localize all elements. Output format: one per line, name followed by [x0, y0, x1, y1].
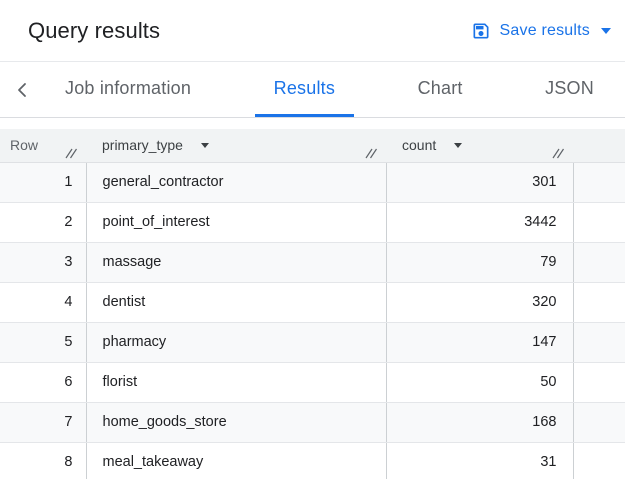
cell-row-number: 7 — [0, 402, 87, 443]
cell-row-number: 5 — [0, 322, 87, 363]
cell-filler — [573, 442, 625, 479]
cell-filler — [573, 202, 625, 243]
titlebar: Query results Save results — [0, 0, 625, 62]
table-row: 8 meal_takeaway 31 — [0, 442, 625, 479]
table-row: 1 general_contractor 301 — [0, 162, 625, 203]
tabs: Job information Results Chart JSON — [46, 62, 613, 117]
tab-results[interactable]: Results — [254, 62, 355, 117]
header-row: Row primary_type — [0, 129, 625, 163]
tab-label: Chart — [417, 77, 463, 98]
cell-row-number: 2 — [0, 202, 87, 243]
scroll-tabs-left-button[interactable] — [0, 62, 46, 117]
tab-label: Job information — [65, 77, 192, 98]
cell-primary-type: home_goods_store — [86, 402, 387, 443]
page-title: Query results — [28, 17, 161, 43]
cell-count: 31 — [386, 442, 574, 479]
tab-json[interactable]: JSON — [526, 62, 613, 117]
cell-filler — [573, 282, 625, 323]
cell-primary-type: pharmacy — [86, 322, 387, 363]
column-header-primary-type[interactable]: primary_type — [86, 129, 386, 163]
table-row: 4 dentist 320 — [0, 282, 625, 323]
cell-primary-type: dentist — [86, 282, 387, 323]
cell-primary-type: massage — [86, 242, 387, 283]
cell-primary-type: point_of_interest — [86, 202, 387, 243]
cell-primary-type: florist — [86, 362, 387, 403]
tabbar: Job information Results Chart JSON — [0, 62, 625, 118]
cell-count: 79 — [386, 242, 574, 283]
save-icon — [471, 21, 491, 41]
cell-row-number: 6 — [0, 362, 87, 403]
cell-primary-type: general_contractor — [86, 162, 387, 203]
column-label: primary_type — [102, 137, 183, 154]
save-results-button[interactable]: Save results — [471, 21, 611, 41]
column-resize-icon[interactable] — [552, 148, 565, 159]
results-table: Row primary_type — [0, 129, 625, 479]
cell-count: 320 — [386, 282, 574, 323]
column-header-filler — [573, 129, 625, 163]
chevron-left-icon — [14, 81, 32, 99]
dropdown-caret-icon — [454, 143, 463, 149]
cell-filler — [573, 402, 625, 443]
cell-count: 301 — [386, 162, 574, 203]
table-row: 3 massage 79 — [0, 242, 625, 283]
cell-filler — [573, 162, 625, 203]
column-resize-icon[interactable] — [365, 148, 378, 159]
save-results-label: Save results — [499, 21, 590, 39]
tab-job-information[interactable]: Job information — [46, 62, 210, 117]
cell-filler — [573, 322, 625, 363]
table-row: 2 point_of_interest 3442 — [0, 202, 625, 243]
results-table-body: 1 general_contractor 301 2 point_of_inte… — [0, 162, 625, 479]
cell-count: 3442 — [386, 202, 574, 243]
cell-row-number: 4 — [0, 282, 87, 323]
table-row: 6 florist 50 — [0, 362, 625, 403]
tab-label: JSON — [545, 77, 594, 98]
table-row: 5 pharmacy 147 — [0, 322, 625, 363]
cell-count: 147 — [386, 322, 574, 363]
cell-primary-type: meal_takeaway — [86, 442, 387, 479]
cell-row-number: 8 — [0, 442, 87, 479]
column-label: count — [402, 137, 437, 154]
cell-filler — [573, 362, 625, 403]
tab-label: Results — [273, 77, 336, 98]
column-resize-icon[interactable] — [65, 148, 78, 159]
column-header-row: Row — [0, 129, 86, 163]
dropdown-caret-icon — [200, 143, 209, 149]
cell-count: 168 — [386, 402, 574, 443]
cell-filler — [573, 242, 625, 283]
cell-count: 50 — [386, 362, 574, 403]
table-row: 7 home_goods_store 168 — [0, 402, 625, 443]
results-table-header: Row primary_type — [0, 129, 625, 163]
column-header-count[interactable]: count — [386, 129, 573, 163]
cell-row-number: 1 — [0, 162, 87, 203]
caret-down-icon — [601, 27, 611, 34]
column-label: Row — [10, 137, 39, 154]
tab-chart[interactable]: Chart — [399, 62, 482, 117]
cell-row-number: 3 — [0, 242, 87, 283]
